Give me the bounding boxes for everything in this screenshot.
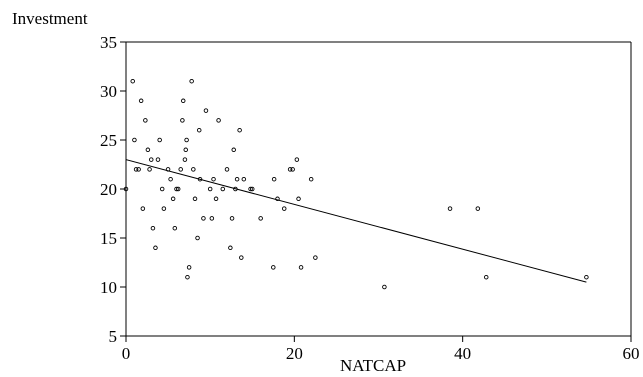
data-point	[186, 265, 192, 270]
data-point	[241, 176, 247, 182]
data-point	[216, 118, 221, 123]
data-point	[447, 206, 453, 211]
data-point	[130, 78, 135, 84]
x-tick-label: 60	[623, 344, 640, 363]
data-point	[153, 245, 158, 251]
data-points	[123, 78, 589, 290]
data-point	[185, 274, 190, 280]
data-point	[172, 225, 178, 231]
x-tick-label: 40	[454, 344, 471, 363]
data-point	[183, 147, 189, 153]
data-point	[184, 137, 189, 143]
data-point	[231, 147, 236, 153]
data-point	[123, 186, 129, 192]
data-point	[229, 216, 235, 221]
data-point	[143, 118, 148, 123]
data-point	[180, 118, 185, 123]
data-point	[271, 265, 276, 270]
plot-frame	[125, 41, 632, 337]
data-point	[382, 284, 387, 290]
data-point	[157, 137, 162, 143]
data-point	[148, 157, 154, 162]
data-point	[294, 157, 300, 162]
data-point	[296, 196, 301, 202]
data-point	[290, 167, 295, 172]
x-tick-label: 0	[122, 344, 131, 363]
regression-line	[125, 159, 587, 283]
data-point	[281, 206, 287, 211]
data-point	[298, 265, 304, 270]
y-axis-title: Investment	[12, 9, 88, 28]
y-tick-label: 35	[100, 33, 117, 52]
data-point	[271, 176, 277, 182]
data-point	[159, 186, 165, 192]
x-tick-label: 20	[286, 344, 303, 363]
data-point	[258, 216, 263, 221]
data-point	[178, 167, 183, 172]
data-point	[155, 157, 161, 162]
data-point	[168, 176, 173, 182]
data-point	[224, 167, 230, 172]
data-point	[175, 186, 181, 192]
y-tick-label: 25	[100, 131, 117, 150]
x-axis-title: NATCAP	[340, 356, 406, 375]
data-point	[192, 196, 198, 202]
data-point	[228, 245, 233, 251]
data-point	[145, 147, 151, 153]
data-point	[136, 167, 141, 172]
data-point	[475, 206, 481, 211]
data-point	[584, 274, 589, 280]
data-point	[174, 186, 179, 192]
data-point	[248, 186, 253, 192]
data-point	[275, 196, 280, 202]
y-tick-label: 15	[100, 229, 117, 248]
data-point	[308, 176, 314, 182]
data-point	[234, 176, 240, 182]
data-point	[170, 196, 176, 202]
data-point	[195, 235, 200, 241]
data-point	[132, 137, 137, 143]
data-point	[140, 206, 146, 211]
y-tick-label: 10	[100, 278, 117, 297]
data-point	[211, 176, 216, 182]
data-point	[191, 167, 196, 172]
data-point	[133, 167, 139, 172]
y-tick-label: 5	[109, 327, 118, 346]
data-point	[203, 108, 209, 113]
x-axis-ticks: 0 20 40 60	[122, 336, 640, 363]
y-tick-label: 30	[100, 82, 117, 101]
data-point	[150, 225, 156, 231]
data-point	[180, 98, 186, 104]
data-point	[138, 98, 144, 104]
data-point	[207, 186, 213, 192]
data-point	[483, 274, 489, 280]
data-point	[249, 186, 255, 192]
data-point	[220, 186, 226, 192]
data-point	[313, 255, 318, 260]
y-axis-ticks: 5 10 15 20 25 30 35	[100, 33, 126, 346]
data-point	[237, 127, 242, 133]
data-point	[201, 216, 206, 221]
data-point	[182, 157, 188, 162]
data-point	[147, 167, 152, 172]
data-point	[196, 127, 202, 133]
data-point	[213, 196, 219, 202]
data-point	[209, 216, 215, 221]
data-point	[287, 167, 293, 172]
data-point	[161, 206, 167, 211]
data-point	[239, 255, 244, 260]
data-point	[189, 78, 194, 84]
y-tick-label: 20	[100, 180, 117, 199]
